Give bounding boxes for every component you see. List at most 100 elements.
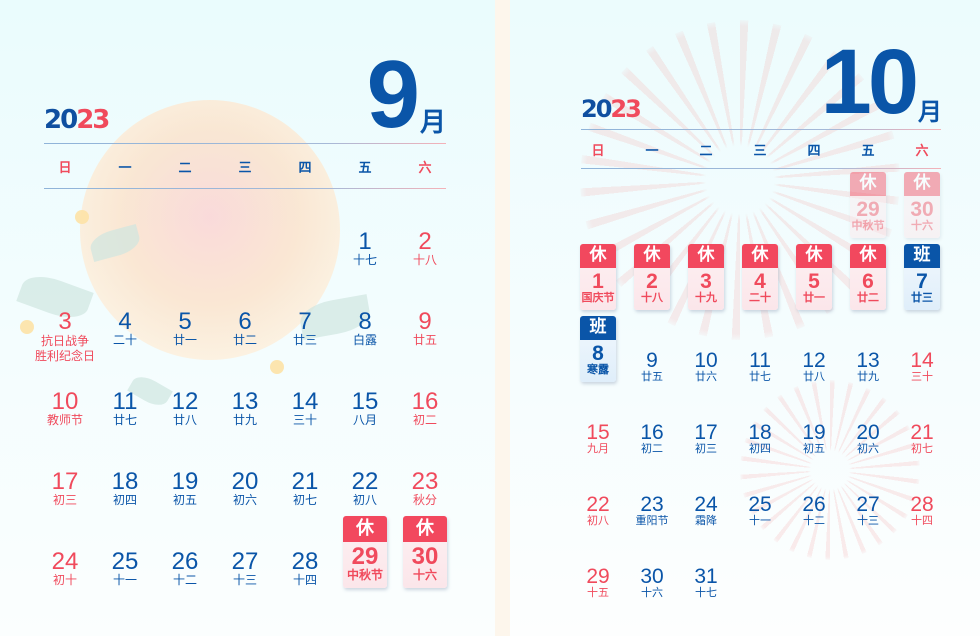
day-cell[interactable]: 12 廿八 (172, 390, 199, 428)
day-cell[interactable]: 17 初三 (52, 470, 79, 508)
lunar-date: 十一 (112, 573, 138, 587)
day-cell-holiday[interactable]: 休 6 廿二 (850, 244, 886, 310)
day-cell[interactable]: 29 十五 (586, 566, 609, 600)
day-cell-holiday[interactable]: 休 3 十九 (688, 244, 724, 310)
lunar-date: 三十 (292, 413, 318, 427)
day-cell[interactable]: 28 十四 (910, 494, 933, 528)
day-cell[interactable]: 27 十三 (856, 494, 879, 528)
day-cell[interactable]: 16 初二 (640, 422, 663, 456)
day-number: 17 (694, 421, 718, 444)
day-cell[interactable]: 13 廿九 (856, 350, 879, 384)
day-cell-holiday[interactable]: 班 8 寒露 (580, 316, 616, 382)
day-cell-holiday[interactable]: 休 4 二十 (742, 244, 778, 310)
day-cell-holiday[interactable]: 休 29 中秋节 (850, 172, 886, 238)
day-cell[interactable]: 24 霜降 (694, 494, 717, 528)
day-cell[interactable]: 2 十八 (413, 230, 437, 268)
day-number: 16 (411, 388, 439, 415)
day-number: 11 (112, 388, 138, 415)
day-cell[interactable]: 7 廿三 (293, 310, 317, 348)
day-cell[interactable]: 26 十二 (802, 494, 825, 528)
lunar-date: 廿二 (857, 290, 879, 304)
day-cell[interactable]: 22 初八 (352, 470, 379, 508)
day-number: 6 (238, 308, 252, 335)
day-cell[interactable]: 8 白露 (353, 310, 377, 348)
lunar-date: 十七 (694, 586, 717, 599)
day-number: 6 (862, 269, 874, 293)
day-cell[interactable]: 19 初五 (172, 470, 199, 508)
weekday-header: 日 (58, 161, 72, 176)
day-number: 2 (418, 228, 432, 255)
weekday-header: 三 (238, 161, 252, 176)
day-cell[interactable]: 22 初八 (586, 494, 609, 528)
day-cell[interactable]: 14 三十 (292, 390, 319, 428)
lunar-date: 廿九 (232, 413, 258, 427)
day-cell[interactable]: 23 重阳节 (636, 494, 669, 528)
day-cell[interactable]: 21 初七 (292, 470, 319, 508)
day-cell[interactable]: 18 初四 (112, 470, 139, 508)
day-cell[interactable]: 20 初六 (856, 422, 879, 456)
day-cell[interactable]: 15 八月 (352, 390, 379, 428)
day-number: 9 (646, 349, 658, 372)
day-cell-holiday[interactable]: 休 29 中秋节 (343, 516, 387, 588)
rest-day-badge: 休 (343, 516, 387, 542)
day-cell-holiday[interactable]: 休 30 十六 (403, 516, 447, 588)
lunar-date: 廿八 (172, 413, 198, 427)
day-cell[interactable]: 15 九月 (586, 422, 609, 456)
lunar-date: 十四 (292, 573, 318, 587)
day-cell[interactable]: 1 十七 (353, 230, 377, 268)
day-cell[interactable]: 4 二十 (113, 310, 137, 348)
day-number: 27 (856, 493, 880, 516)
day-cell[interactable]: 14 三十 (910, 350, 933, 384)
day-cell[interactable]: 11 廿七 (749, 350, 771, 384)
day-cell[interactable]: 9 廿五 (413, 310, 437, 348)
day-cell[interactable]: 26 十二 (172, 550, 199, 588)
workday-badge: 班 (580, 316, 616, 340)
lunar-date: 初四 (112, 493, 138, 507)
day-cell[interactable]: 6 廿二 (233, 310, 257, 348)
day-cell[interactable]: 24 初十 (52, 550, 79, 588)
day-cell[interactable]: 21 初七 (910, 422, 933, 456)
flower-illustration (270, 360, 284, 374)
day-cell[interactable]: 12 廿八 (802, 350, 825, 384)
lunar-date: 十二 (172, 573, 198, 587)
lunar-date: 初七 (910, 442, 933, 455)
day-cell[interactable]: 5 廿一 (173, 310, 197, 348)
lunar-date: 初二 (640, 442, 663, 455)
day-cell[interactable]: 13 廿九 (232, 390, 259, 428)
day-cell[interactable]: 10 教师节 (47, 390, 83, 428)
day-cell[interactable]: 10 廿六 (694, 350, 717, 384)
day-cell-holiday[interactable]: 休 2 十八 (634, 244, 670, 310)
day-cell[interactable]: 19 初五 (802, 422, 825, 456)
day-number: 7 (298, 308, 312, 335)
day-cell[interactable]: 17 初三 (694, 422, 717, 456)
day-cell[interactable]: 11 廿七 (113, 390, 138, 428)
day-cell-holiday[interactable]: 休 5 廿一 (796, 244, 832, 310)
day-number: 26 (171, 548, 199, 575)
lunar-date: 十四 (910, 514, 933, 527)
day-cell-holiday[interactable]: 休 1 国庆节 (580, 244, 616, 310)
lunar-date: 初六 (232, 493, 258, 507)
day-cell[interactable]: 23 秋分 (412, 470, 439, 508)
lunar-date: 初七 (292, 493, 318, 507)
day-cell[interactable]: 25 十一 (112, 550, 139, 588)
day-cell[interactable]: 25 十一 (748, 494, 771, 528)
day-cell[interactable]: 20 初六 (232, 470, 259, 508)
weekday-header: 六 (418, 161, 432, 176)
day-cell[interactable]: 27 十三 (232, 550, 259, 588)
day-cell[interactable]: 30 十六 (640, 566, 663, 600)
day-cell[interactable]: 16 初二 (412, 390, 439, 428)
lunar-date: 廿八 (802, 370, 825, 383)
day-cell-holiday[interactable]: 班 7 廿三 (904, 244, 940, 310)
day-cell[interactable]: 31 十七 (694, 566, 717, 600)
day-number: 28 (910, 493, 934, 516)
day-cell[interactable]: 3 抗日战争 胜利纪念日 (35, 310, 95, 364)
day-cell[interactable]: 18 初四 (748, 422, 771, 456)
day-number: 18 (748, 421, 772, 444)
month-number: 10 (820, 31, 919, 133)
divider (44, 188, 446, 189)
day-cell[interactable]: 9 廿五 (641, 350, 663, 384)
day-cell-holiday[interactable]: 休 30 十六 (904, 172, 940, 238)
weekday-header: 六 (915, 144, 929, 159)
day-number: 1 (358, 228, 372, 255)
day-cell[interactable]: 28 十四 (292, 550, 319, 588)
